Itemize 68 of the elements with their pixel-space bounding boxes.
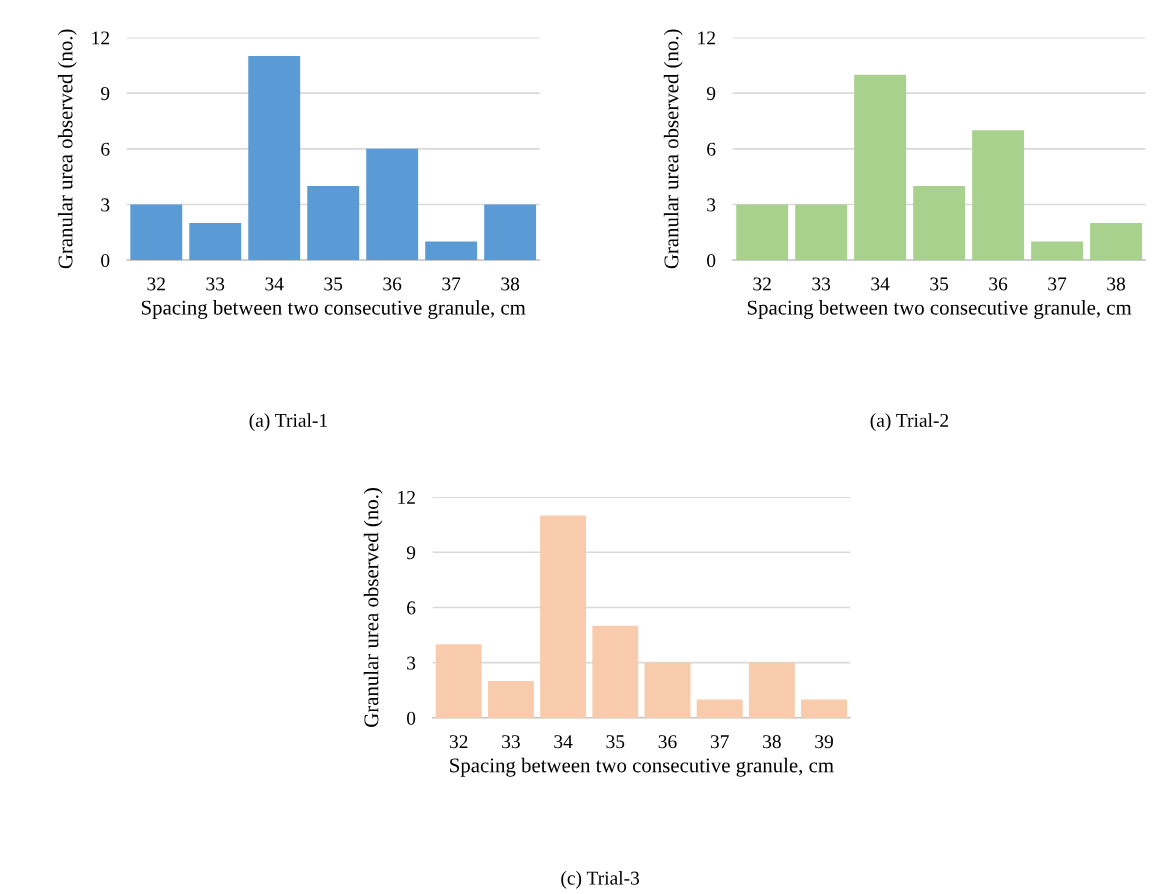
x-tick-label: 35 xyxy=(324,277,343,291)
x-tick-label: 33 xyxy=(206,277,225,291)
y-tick-label: 3 xyxy=(707,198,716,212)
x-tick-label: 35 xyxy=(930,277,949,291)
y-axis-title: Granular urea observed (no.) xyxy=(663,29,683,269)
y-tick-label: 3 xyxy=(407,656,416,670)
y-tick-label: 0 xyxy=(406,711,416,725)
x-tick-label: 36 xyxy=(383,277,402,291)
y-tick-label: 12 xyxy=(698,31,715,45)
x-tick-label: 38 xyxy=(1107,277,1126,291)
y-tick-label: 9 xyxy=(101,87,110,101)
text: (a) Trial-1 xyxy=(249,413,327,431)
bar xyxy=(644,662,691,718)
x-tick-label: 34 xyxy=(871,277,890,291)
x-tick-label: 37 xyxy=(1048,277,1067,291)
bar xyxy=(736,204,789,261)
y-tick-label: 0 xyxy=(707,253,716,268)
y-tick-label: 12 xyxy=(398,490,415,504)
bar xyxy=(435,644,482,718)
x-tick-label: 37 xyxy=(710,735,729,749)
bar xyxy=(484,204,537,261)
x-tick-label: 34 xyxy=(265,277,284,291)
x-tick-label: 32 xyxy=(449,735,468,749)
text: (a) Trial-2 xyxy=(870,413,949,431)
x-tick-label: 32 xyxy=(147,277,165,291)
bar xyxy=(248,56,301,261)
y-tick-label: 9 xyxy=(406,546,416,560)
x-tick-label: 35 xyxy=(606,735,625,749)
x-tick-label: 37 xyxy=(442,277,461,291)
bar xyxy=(366,148,419,261)
x-tick-label: 38 xyxy=(501,277,520,291)
x-tick-label: 34 xyxy=(554,735,573,749)
bar xyxy=(801,699,848,718)
x-tick-label: 39 xyxy=(815,735,833,749)
bar xyxy=(425,241,478,261)
x-tick-label: 38 xyxy=(763,735,781,749)
bar xyxy=(748,662,795,718)
y-tick-label: 3 xyxy=(101,198,110,212)
bar xyxy=(487,681,534,718)
x-axis-title: Spacing between two consecutive granule, cm xyxy=(141,300,526,319)
bar xyxy=(540,515,587,718)
bar xyxy=(189,223,242,261)
x-tick-label: 36 xyxy=(658,735,677,749)
bar xyxy=(1090,223,1143,261)
x-tick-label: 36 xyxy=(989,277,1008,291)
bar xyxy=(307,185,360,261)
x-axis-title: Spacing between two consecutive granule, cm xyxy=(747,300,1132,319)
text: (c) Trial-3 xyxy=(561,871,640,889)
bar xyxy=(972,130,1025,261)
y-tick-label: 6 xyxy=(101,142,110,156)
bar xyxy=(592,625,639,718)
bar xyxy=(130,204,183,261)
bar xyxy=(795,204,848,261)
x-tick-label: 32 xyxy=(753,277,771,291)
x-tick-label: 33 xyxy=(502,735,520,749)
bar xyxy=(696,699,743,718)
y-tick-label: 12 xyxy=(92,31,110,45)
x-axis-title: Spacing between two consecutive granule, cm xyxy=(450,757,834,777)
bar xyxy=(1031,241,1084,261)
y-axis-title: Granular urea observed (no.) xyxy=(57,29,77,269)
x-tick-label: 33 xyxy=(812,277,831,291)
y-axis-title: Granular urea observed (no.) xyxy=(363,488,383,727)
y-tick-label: 9 xyxy=(706,87,716,101)
bar xyxy=(913,185,966,261)
y-tick-label: 6 xyxy=(407,601,416,615)
bar xyxy=(854,74,907,261)
y-tick-label: 6 xyxy=(707,142,716,156)
y-tick-label: 0 xyxy=(101,253,110,268)
